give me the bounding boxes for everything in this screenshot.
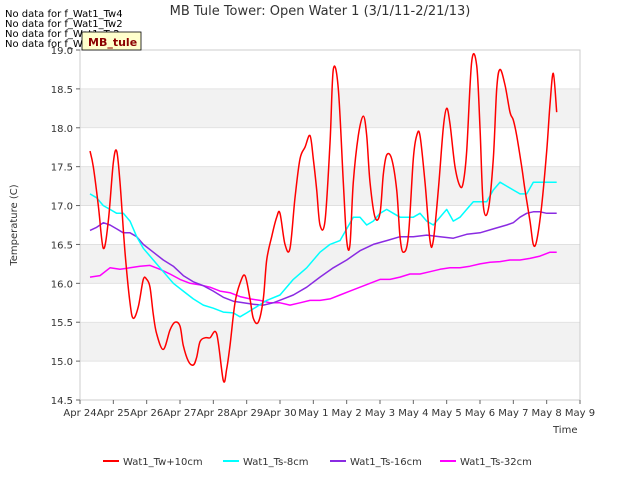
x-axis-label: Time (552, 425, 577, 436)
x-tick-label: May 3 (365, 408, 395, 419)
x-tick-label: May 7 (498, 408, 528, 419)
annotation-label: MB_tule (88, 36, 137, 49)
y-tick-label: 16.5 (51, 240, 73, 251)
y-tick-label: 15.0 (51, 357, 73, 368)
chart-title: MB Tule Tower: Open Water 1 (3/1/11-2/21… (170, 4, 471, 19)
plot-frame (79, 49, 581, 401)
x-tick-label: Apr 29 (230, 408, 263, 419)
y-tick-label: 14.5 (51, 396, 73, 407)
x-tick-label: Apr 26 (130, 408, 163, 419)
x-tick-label: Apr 24 (63, 408, 96, 419)
y-tick-label: 19.0 (51, 46, 73, 57)
plot-band (80, 166, 580, 206)
y-tick-label: 17.0 (51, 202, 73, 213)
plot-band (80, 322, 580, 362)
legend-label-wat1-ts-32cm: Wat1_Ts-32cm (460, 457, 532, 468)
x-tick-label: May 9 (565, 408, 595, 419)
plot-band (80, 244, 580, 284)
legend: Wat1_Tw+10cm Wat1_Ts-8cm Wat1_Ts-16cm Wat1_… (103, 457, 532, 468)
legend-label-wat1-ts-8cm: Wat1_Ts-8cm (243, 457, 309, 468)
series-line-wat1-ts-8cm (89, 181, 557, 318)
x-tick-label: Apr 27 (163, 408, 196, 419)
x-tick-label: May 5 (432, 408, 462, 419)
x-tick-label: May 6 (465, 408, 495, 419)
plot-band (80, 205, 580, 245)
plot-band (80, 361, 580, 400)
annotation-box (81, 31, 142, 51)
y-tick-label: 18.5 (51, 85, 73, 96)
x-tick-label: May 4 (398, 408, 428, 419)
legend-label-wat1-tw-10cm: Wat1_Tw+10cm (123, 457, 203, 468)
y-axis: 14.5 15.0 15.5 16.0 16.5 17.0 17.5 18.0 18.5 19.0 (51, 46, 80, 407)
x-axis: Apr 24 Apr 25 Apr 26 Apr 27 Apr 28 Apr 29 Apr … (63, 400, 595, 419)
plot-band (80, 88, 580, 128)
no-data-message: No data for f_Wat1_Tw6 (5, 39, 123, 50)
x-tick-label: May 2 (332, 408, 362, 419)
series-line-wat1-ts-16cm (89, 211, 557, 306)
x-tick-label: May 1 (298, 408, 328, 419)
y-tick-label: 16.0 (51, 279, 73, 290)
plot-band (80, 283, 580, 323)
y-tick-label: 17.5 (51, 163, 73, 174)
x-tick-label: Apr 30 (263, 408, 296, 419)
legend-label-wat1-ts-16cm: Wat1_Ts-16cm (350, 457, 422, 468)
no-data-message: No data for f_Wat1_Ts2 (5, 29, 120, 40)
x-tick-label: May 8 (532, 408, 562, 419)
series-group (89, 52, 558, 383)
x-tick-label: Apr 28 (197, 408, 230, 419)
series-line-wat1-tw-10cm (89, 52, 558, 383)
series-line-wat1-ts-32cm (89, 251, 557, 306)
y-axis-label: Temperature (C) (9, 184, 20, 266)
x-tick-label: Apr 25 (97, 408, 130, 419)
no-data-message: No data for f_Wat1_Tw2 (5, 19, 123, 30)
mb-tule-annotation: MB_tule (81, 31, 142, 51)
no-data-message: No data for f_Wat1_Tw4 (5, 9, 123, 20)
y-tick-label: 18.0 (51, 124, 73, 135)
y-tick-label: 15.5 (51, 318, 73, 329)
